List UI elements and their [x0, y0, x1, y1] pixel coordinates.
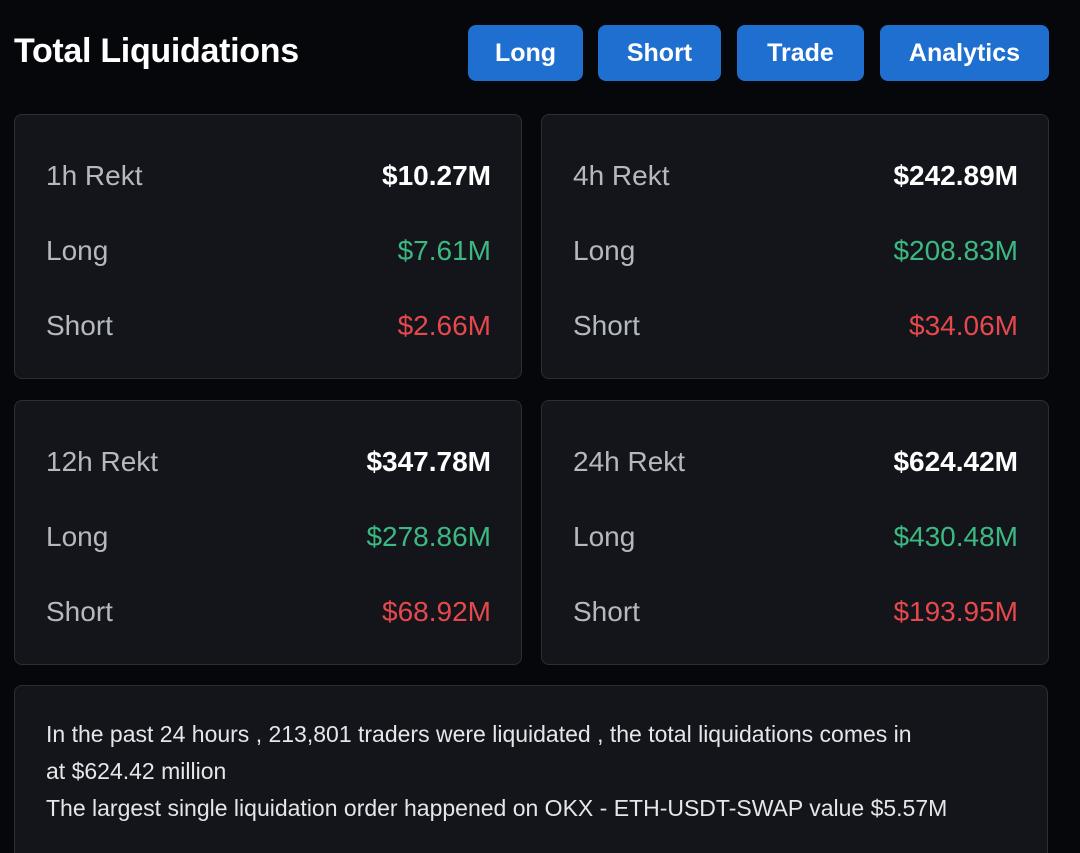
long-row: Long $7.61M	[46, 234, 491, 268]
long-row: Long $430.48M	[573, 520, 1018, 554]
long-label: Long	[46, 521, 109, 552]
long-value: $430.48M	[893, 521, 1018, 552]
header-button-group: Long Short Trade Analytics	[0, 25, 1080, 81]
stat-card-24h: 24h Rekt $624.42M Long $430.48M Short $1…	[541, 400, 1049, 665]
short-row: Short $2.66M	[46, 309, 491, 343]
short-row: Short $193.95M	[573, 595, 1018, 629]
period-label: 24h Rekt	[573, 446, 686, 477]
summary-line-1: In the past 24 hours , 213,801 traders w…	[46, 721, 912, 747]
stat-card-1h: 1h Rekt $10.27M Long $7.61M Short $2.66M	[14, 114, 522, 379]
period-label: 4h Rekt	[573, 160, 670, 191]
total-value: $242.89M	[893, 160, 1018, 191]
short-label: Short	[573, 596, 640, 627]
total-row: 24h Rekt $624.42M	[573, 445, 1018, 479]
period-label: 1h Rekt	[46, 160, 143, 191]
page-title: Total Liquidations	[14, 32, 299, 70]
long-value: $208.83M	[893, 235, 1018, 266]
long-row: Long $278.86M	[46, 520, 491, 554]
short-label: Short	[46, 596, 113, 627]
summary-box: In the past 24 hours , 213,801 traders w…	[14, 685, 1048, 853]
long-value: $278.86M	[366, 521, 491, 552]
analytics-button[interactable]: Analytics	[880, 25, 1049, 81]
short-value: $2.66M	[397, 310, 491, 341]
stat-card-12h: 12h Rekt $347.78M Long $278.86M Short $6…	[14, 400, 522, 665]
long-button[interactable]: Long	[468, 25, 583, 81]
total-value: $347.78M	[366, 446, 491, 477]
total-value: $624.42M	[893, 446, 1018, 477]
total-row: 12h Rekt $347.78M	[46, 445, 491, 479]
short-value: $193.95M	[893, 596, 1018, 627]
stat-card-4h: 4h Rekt $242.89M Long $208.83M Short $34…	[541, 114, 1049, 379]
short-value: $34.06M	[909, 310, 1018, 341]
summary-line-2: at $624.42 million	[46, 758, 227, 784]
long-row: Long $208.83M	[573, 234, 1018, 268]
long-label: Long	[573, 235, 636, 266]
long-value: $7.61M	[397, 235, 491, 266]
short-row: Short $34.06M	[573, 309, 1018, 343]
trade-button[interactable]: Trade	[737, 25, 864, 81]
short-button[interactable]: Short	[598, 25, 721, 81]
long-label: Long	[46, 235, 109, 266]
total-row: 4h Rekt $242.89M	[573, 159, 1018, 193]
summary-line-3: The largest single liquidation order hap…	[46, 795, 948, 821]
total-value: $10.27M	[382, 160, 491, 191]
period-label: 12h Rekt	[46, 446, 159, 477]
short-row: Short $68.92M	[46, 595, 491, 629]
long-label: Long	[573, 521, 636, 552]
short-label: Short	[573, 310, 640, 341]
total-row: 1h Rekt $10.27M	[46, 159, 491, 193]
short-label: Short	[46, 310, 113, 341]
short-value: $68.92M	[382, 596, 491, 627]
